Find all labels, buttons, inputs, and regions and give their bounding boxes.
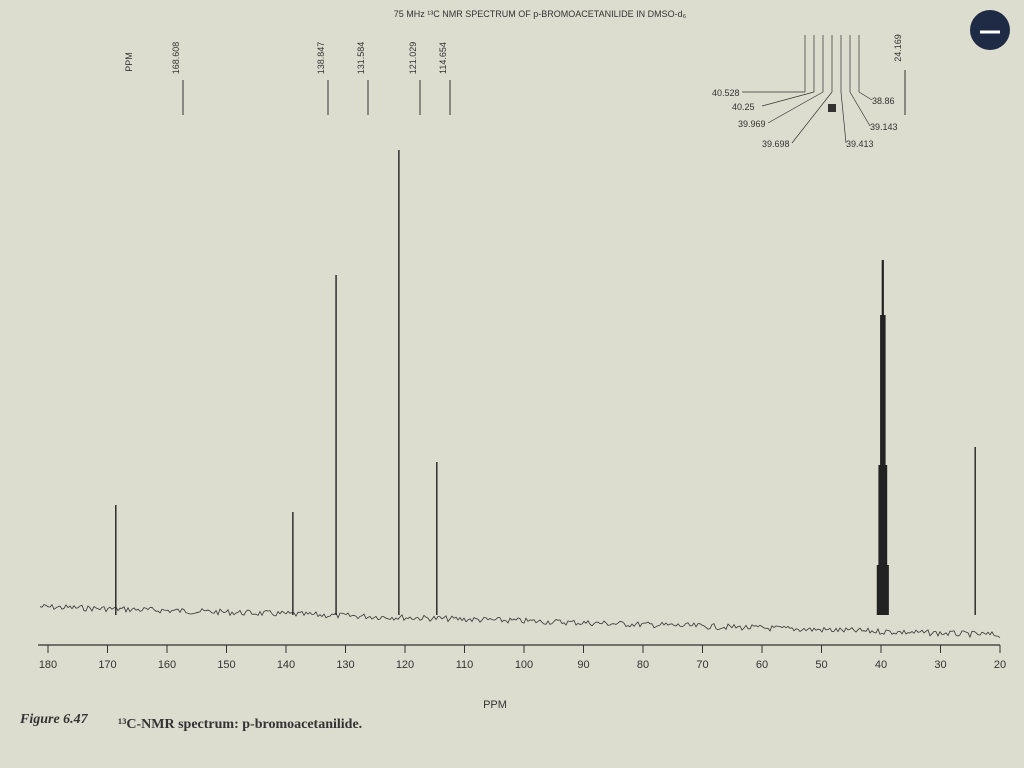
x-tick-label: 70 (696, 659, 708, 671)
solvent-label: 38.86 (872, 96, 895, 106)
x-tick-label: 60 (756, 659, 768, 671)
solvent-label-line (840, 91, 847, 144)
solvent-label-line (849, 91, 871, 127)
x-tick-label: 120 (396, 659, 414, 671)
solvent-label-line (858, 91, 873, 101)
baseline-noise (39, 603, 1001, 639)
x-axis-label: PPM (483, 699, 507, 711)
solvent-label-line (761, 91, 815, 107)
x-tick-label: 40 (875, 659, 887, 671)
peak-label: 24.169 (893, 34, 903, 62)
x-tick-label: 50 (815, 659, 827, 671)
x-tick-label: 30 (934, 659, 946, 671)
solvent-label-line (791, 91, 833, 144)
solvent-label-line (767, 91, 824, 124)
ppm-label-top: PPM (124, 52, 134, 72)
solvent-label: 39.698 (762, 139, 790, 149)
x-tick-label: 90 (577, 659, 589, 671)
corner-button (970, 10, 1010, 50)
x-tick-label: 100 (515, 659, 533, 671)
caption-text: ¹³C-NMR spectrum: p-bromoacetanilide. (118, 717, 362, 732)
solvent-label: 39.969 (738, 119, 766, 129)
peak-label: 138.847 (316, 42, 326, 75)
peak-label: 121.029 (408, 42, 418, 75)
x-tick-label: 130 (336, 659, 354, 671)
peak-label: 114.654 (438, 42, 448, 74)
solvent-marker (828, 104, 836, 112)
x-tick-label: 20 (994, 659, 1006, 671)
solvent-label: 40.528 (712, 88, 740, 98)
x-tick-label: 180 (39, 659, 57, 671)
x-tick-label: 110 (456, 659, 474, 671)
x-tick-label: 80 (637, 659, 649, 671)
x-tick-label: 170 (98, 659, 116, 671)
solvent-label: 39.413 (846, 139, 874, 149)
chart-title: 75 MHz ¹³C NMR SPECTRUM OF p-BROMOACETAN… (394, 9, 687, 19)
peak-label: 168.608 (171, 42, 181, 75)
peak-label: 131.584 (356, 42, 366, 75)
x-tick-label: 140 (277, 659, 295, 671)
solvent-label: 39.143 (870, 122, 898, 132)
solvent-label: 40.25 (732, 102, 755, 112)
x-tick-label: 150 (217, 659, 235, 671)
x-tick-label: 160 (158, 659, 176, 671)
caption-number: Figure 6.47 (19, 712, 89, 727)
